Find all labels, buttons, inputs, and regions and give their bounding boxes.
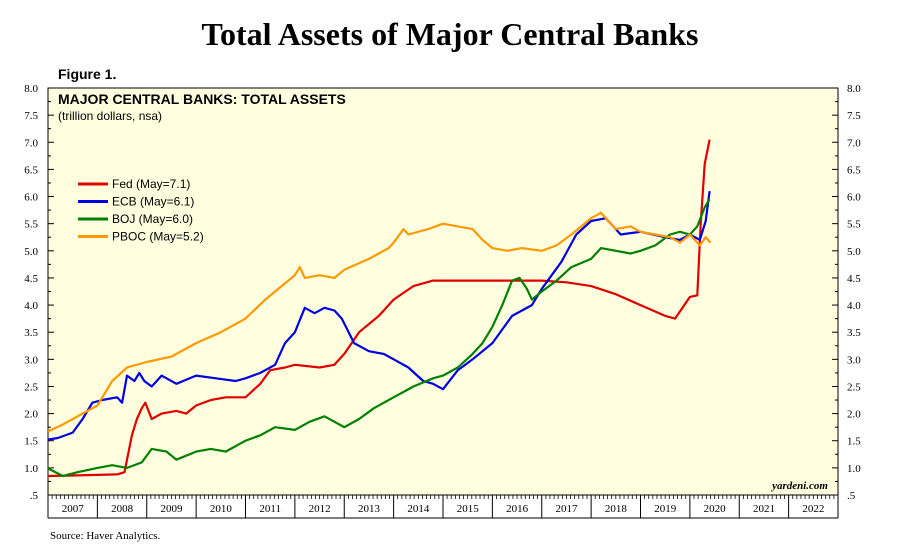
y-tick-label: 2.0 — [24, 409, 38, 421]
series-line-2 — [47, 198, 711, 478]
chart-title: MAJOR CENTRAL BANKS: TOTAL ASSETS — [58, 91, 346, 107]
y-tick-label: 1.0 — [24, 463, 38, 475]
legend-label-3: PBOC (May=5.2) — [112, 230, 204, 244]
x-tick-label: 2012 — [309, 503, 331, 515]
x-tick-label: 2014 — [407, 503, 430, 515]
y-tick-label: 3.5 — [24, 327, 38, 339]
y-tick-label: 4.0 — [24, 300, 38, 312]
x-tick-label: 2021 — [753, 503, 775, 515]
x-tick-label: 2018 — [605, 503, 628, 515]
legend-label-0: Fed (May=7.1) — [112, 177, 190, 191]
source-note: Source: Haver Analytics. — [50, 530, 161, 542]
y-tick-label: 7.5 — [24, 110, 38, 122]
x-tick-label: 2010 — [210, 503, 233, 515]
y-tick-label: 4.5 — [24, 273, 38, 285]
y-tick-label: 3.0 — [24, 354, 38, 366]
x-tick-label: 2022 — [802, 503, 824, 515]
x-tick-label: 2011 — [259, 503, 281, 515]
y-tick-label-right: 2.0 — [847, 409, 861, 421]
x-tick-label: 2013 — [358, 503, 381, 515]
y-tick-label: 1.5 — [24, 436, 38, 448]
y-tick-label-right: 7.0 — [847, 137, 861, 149]
y-tick-label-right: 4.5 — [847, 273, 861, 285]
y-tick-label-right: 7.5 — [847, 110, 861, 122]
series-line-0 — [47, 139, 711, 478]
y-tick-label: 2.5 — [24, 381, 38, 393]
y-tick-label: 7.0 — [24, 137, 38, 149]
y-tick-label: 5.0 — [24, 246, 38, 258]
y-tick-label-right: 3.5 — [847, 327, 861, 339]
y-tick-label-right: 6.0 — [847, 192, 861, 204]
y-tick-label-right: 8.0 — [847, 83, 861, 95]
y-tick-label-right: 1.5 — [847, 436, 861, 448]
x-tick-label: 2008 — [111, 503, 134, 515]
y-tick-label: 6.0 — [24, 192, 38, 204]
legend-label-1: ECB (May=6.1) — [112, 195, 194, 209]
watermark-text: yardeni.com — [770, 480, 828, 492]
y-tick-label-right: 6.5 — [847, 164, 861, 176]
x-tick-label: 2017 — [555, 503, 578, 515]
y-tick-label-right: 1.0 — [847, 463, 861, 475]
chart-subtitle: (trillion dollars, nsa) — [58, 109, 162, 123]
x-tick-label: 2019 — [654, 503, 677, 515]
y-tick-label-right: 3.0 — [847, 354, 861, 366]
x-tick-label: 2007 — [62, 503, 85, 515]
figure-label: Figure 1. — [58, 66, 117, 82]
x-tick-label: 2020 — [704, 503, 727, 515]
y-tick-label-right: .5 — [847, 490, 856, 502]
series-line-3 — [47, 211, 712, 433]
page-title: Total Assets of Major Central Banks — [201, 16, 699, 52]
x-tick-label: 2016 — [506, 503, 529, 515]
legend-label-2: BOJ (May=6.0) — [112, 212, 193, 226]
x-tick-label: 2009 — [160, 503, 183, 515]
y-tick-label-right: 4.0 — [847, 300, 861, 312]
y-tick-label: 8.0 — [24, 83, 38, 95]
y-tick-label: 5.5 — [24, 219, 38, 231]
y-tick-label-right: 5.5 — [847, 219, 861, 231]
y-tick-label-right: 2.5 — [847, 381, 861, 393]
y-tick-label: .5 — [30, 490, 39, 502]
y-tick-label-right: 5.0 — [847, 246, 861, 258]
x-tick-label: 2015 — [457, 503, 480, 515]
y-tick-label: 6.5 — [24, 164, 38, 176]
plot-area — [47, 87, 839, 496]
series-line-1 — [47, 190, 711, 441]
